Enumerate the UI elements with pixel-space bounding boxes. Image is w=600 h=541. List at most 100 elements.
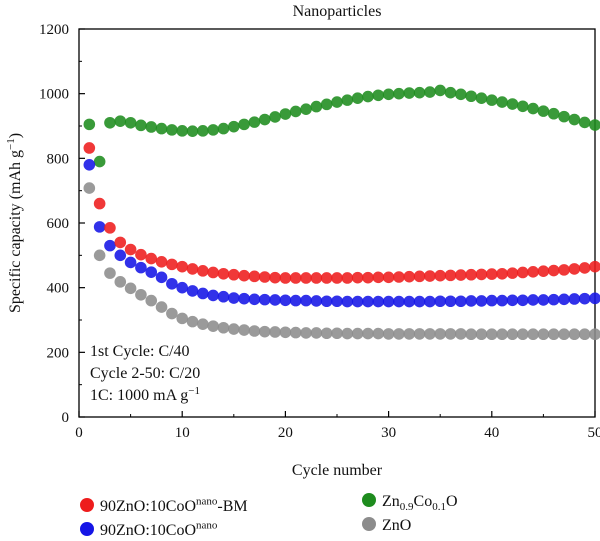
data-point xyxy=(187,125,199,137)
data-point xyxy=(269,326,281,338)
data-point xyxy=(187,263,199,275)
data-point xyxy=(538,294,550,306)
data-point xyxy=(362,296,374,308)
data-point xyxy=(414,87,426,99)
data-point xyxy=(527,294,539,306)
data-point xyxy=(465,328,477,340)
data-point xyxy=(507,267,519,279)
data-point xyxy=(321,272,333,284)
data-point xyxy=(197,125,209,137)
data-point xyxy=(579,328,591,340)
data-point xyxy=(496,96,508,108)
data-point xyxy=(166,278,178,290)
data-point xyxy=(156,123,168,135)
data-point xyxy=(280,326,292,338)
y-tick-label: 0 xyxy=(62,410,70,426)
data-point xyxy=(176,125,188,137)
series-0 xyxy=(84,142,600,284)
data-point xyxy=(372,272,384,284)
data-point xyxy=(300,272,312,284)
data-point xyxy=(558,294,570,306)
data-point xyxy=(145,253,157,265)
data-point xyxy=(538,105,550,117)
data-point xyxy=(321,327,333,339)
data-point xyxy=(207,124,219,136)
legend-marker xyxy=(362,493,376,507)
data-point xyxy=(311,327,323,339)
data-point xyxy=(558,111,570,123)
y-tick-label: 800 xyxy=(47,151,70,167)
data-point xyxy=(548,265,560,277)
y-axis-label: Specific capacity (mAh g−1) xyxy=(5,133,24,313)
data-point xyxy=(342,272,354,284)
data-point xyxy=(125,283,137,295)
legend-item-zno: ZnO xyxy=(362,516,411,536)
data-point xyxy=(383,296,395,308)
data-point xyxy=(104,117,116,129)
data-point xyxy=(187,285,199,297)
data-point xyxy=(342,296,354,308)
data-point xyxy=(527,103,539,115)
legend-marker xyxy=(80,498,94,512)
data-point xyxy=(269,111,281,123)
data-points xyxy=(84,85,600,340)
data-point xyxy=(548,294,560,306)
series-2 xyxy=(84,85,600,168)
data-point xyxy=(135,262,147,274)
data-point xyxy=(486,328,498,340)
data-point xyxy=(403,296,415,308)
legend-label: Zn0.9Co0.1O xyxy=(382,493,458,510)
legend-label: 90ZnO:10CoOnano-BM xyxy=(100,498,248,515)
data-point xyxy=(135,120,147,132)
data-point xyxy=(207,290,219,302)
data-point xyxy=(476,92,488,104)
data-point xyxy=(249,294,261,306)
data-point xyxy=(125,257,137,269)
data-point xyxy=(331,96,343,108)
legend-item-nano: 90ZnO:10CoOnano xyxy=(80,516,217,541)
data-point xyxy=(486,94,498,106)
data-point xyxy=(445,328,457,340)
y-tick-label: 1000 xyxy=(39,87,69,103)
data-point xyxy=(517,100,529,112)
data-point xyxy=(434,270,446,282)
data-point xyxy=(569,114,581,126)
chart-title: Nanoparticles xyxy=(293,3,382,20)
data-point xyxy=(569,293,581,305)
data-point xyxy=(579,262,591,274)
data-point xyxy=(218,322,230,334)
data-point xyxy=(249,271,261,283)
data-point xyxy=(114,115,126,127)
data-point xyxy=(84,159,96,171)
data-point xyxy=(166,259,178,271)
data-point xyxy=(372,296,384,308)
data-point xyxy=(393,296,405,308)
data-point xyxy=(383,89,395,101)
data-point xyxy=(197,318,209,330)
data-point xyxy=(125,117,137,129)
data-point xyxy=(300,295,312,307)
data-point xyxy=(424,86,436,98)
data-point xyxy=(496,268,508,280)
y-tick-label: 200 xyxy=(47,345,70,361)
data-point xyxy=(424,328,436,340)
data-point xyxy=(145,295,157,307)
data-point xyxy=(104,222,116,234)
data-point xyxy=(569,328,581,340)
data-point xyxy=(94,250,106,262)
data-point xyxy=(249,116,261,128)
data-point xyxy=(455,328,467,340)
data-point xyxy=(311,101,323,113)
data-point xyxy=(331,272,343,284)
data-point xyxy=(228,269,240,281)
data-point xyxy=(238,270,250,282)
data-point xyxy=(372,328,384,340)
data-point xyxy=(321,99,333,111)
data-point xyxy=(290,272,302,284)
annotation-first-cycle: 1st Cycle: C/40 xyxy=(90,343,190,360)
data-point xyxy=(465,269,477,281)
data-point xyxy=(84,142,96,154)
data-point xyxy=(579,117,591,129)
data-point xyxy=(527,266,539,278)
